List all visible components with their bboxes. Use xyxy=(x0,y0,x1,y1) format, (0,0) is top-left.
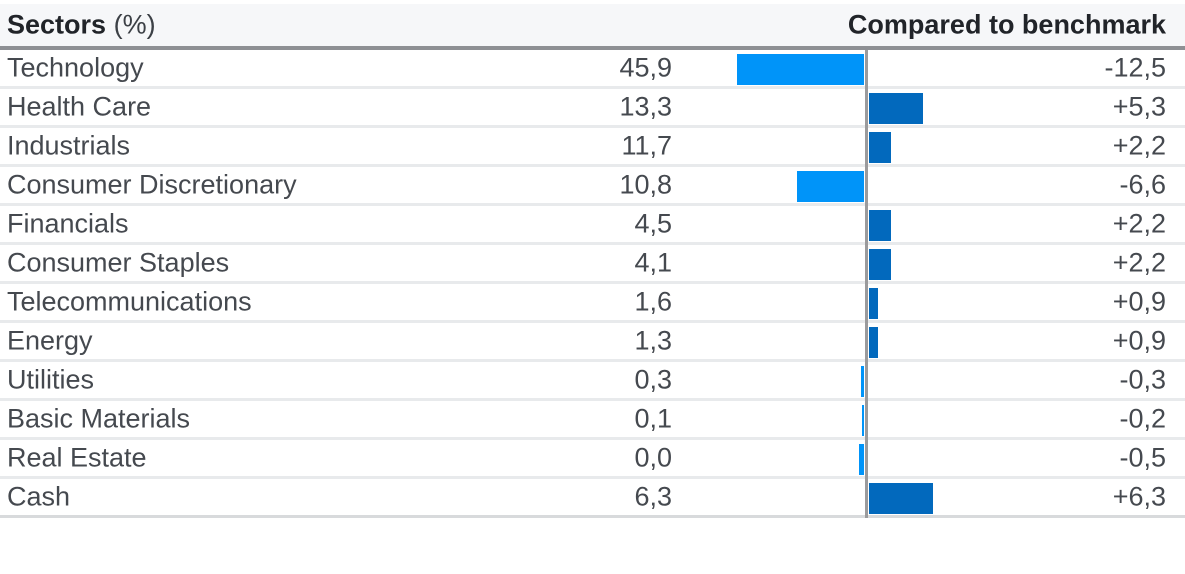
sector-weight-value: 6,3 xyxy=(634,481,672,512)
benchmark-diff-value: +2,2 xyxy=(1112,130,1166,161)
benchmark-header-label: Compared to benchmark xyxy=(847,9,1166,40)
sector-weight-value: 0,3 xyxy=(634,364,672,395)
benchmark-diff-bar xyxy=(736,54,864,85)
sector-name: Energy xyxy=(7,325,93,356)
benchmark-diff-bar xyxy=(869,327,879,358)
sector-weight-value: 45,9 xyxy=(619,52,672,83)
sector-weight-value: 1,3 xyxy=(634,325,672,356)
table-row: Consumer Discretionary 10,8 -6,6 xyxy=(0,167,1185,206)
sectors-header: Sectors (%) xyxy=(7,10,156,41)
table-row: Utilities 0,3 -0,3 xyxy=(0,362,1185,401)
benchmark-diff-value: -6,6 xyxy=(1119,169,1166,200)
benchmark-diff-bar xyxy=(796,171,864,202)
benchmark-diff-value: -0,5 xyxy=(1119,442,1166,473)
table-body: Technology 45,9 -12,5 Health Care 13,3 +… xyxy=(0,50,1185,518)
sector-name: Basic Materials xyxy=(7,403,191,434)
benchmark-diff-value: +6,3 xyxy=(1112,481,1166,512)
benchmark-diff-value: -0,2 xyxy=(1119,403,1166,434)
benchmark-diff-bar xyxy=(858,444,864,475)
benchmark-diff-value: +5,3 xyxy=(1112,91,1166,122)
table-row: Cash 6,3 +6,3 xyxy=(0,479,1185,518)
table-row: Telecommunications 1,6 +0,9 xyxy=(0,284,1185,323)
sector-name: Health Care xyxy=(7,91,152,122)
sector-weight-value: 4,1 xyxy=(634,247,672,278)
sector-weight-value: 4,5 xyxy=(634,208,672,239)
benchmark-diff-value: -12,5 xyxy=(1104,52,1166,83)
benchmark-diff-value: -0,3 xyxy=(1119,364,1166,395)
sector-weight-value: 1,6 xyxy=(634,286,672,317)
table-row: Industrials 11,7 +2,2 xyxy=(0,128,1185,167)
sector-weight-value: 0,0 xyxy=(634,442,672,473)
sector-name: Industrials xyxy=(7,130,131,161)
sector-weight-value: 10,8 xyxy=(619,169,672,200)
sector-name: Telecommunications xyxy=(7,286,252,317)
benchmark-diff-bar xyxy=(869,210,892,241)
sector-weight-value: 0,1 xyxy=(634,403,672,434)
sector-name: Real Estate xyxy=(7,442,147,473)
benchmark-diff-bar xyxy=(869,93,924,124)
sector-name: Financials xyxy=(7,208,129,239)
benchmark-diff-bar xyxy=(869,249,892,280)
table-row: Real Estate 0,0 -0,5 xyxy=(0,440,1185,479)
sector-name: Cash xyxy=(7,481,71,512)
benchmark-diff-bar xyxy=(860,366,864,397)
sectors-header-unit: (%) xyxy=(113,9,156,40)
table-row: Financials 4,5 +2,2 xyxy=(0,206,1185,245)
benchmark-diff-bar xyxy=(869,483,934,514)
table-row: Health Care 13,3 +5,3 xyxy=(0,89,1185,128)
sector-weight-value: 13,3 xyxy=(619,91,672,122)
benchmark-diff-bar xyxy=(869,288,879,319)
table-row: Basic Materials 0,1 -0,2 xyxy=(0,401,1185,440)
benchmark-diff-bar xyxy=(869,132,892,163)
table-row: Energy 1,3 +0,9 xyxy=(0,323,1185,362)
benchmark-diff-value: +0,9 xyxy=(1112,325,1166,356)
benchmark-diff-value: +2,2 xyxy=(1112,247,1166,278)
sector-name: Technology xyxy=(7,52,144,83)
benchmark-diff-value: +0,9 xyxy=(1112,286,1166,317)
benchmark-diff-bar xyxy=(861,405,864,436)
benchmark-zero-axis xyxy=(865,50,868,518)
table-row: Technology 45,9 -12,5 xyxy=(0,50,1185,89)
sectors-header-label: Sectors xyxy=(7,9,107,40)
benchmark-diff-value: +2,2 xyxy=(1112,208,1166,239)
table-header: Sectors (%) Compared to benchmark xyxy=(0,4,1185,50)
sector-name: Consumer Staples xyxy=(7,247,230,278)
table-row: Consumer Staples 4,1 +2,2 xyxy=(0,245,1185,284)
sector-name: Utilities xyxy=(7,364,95,395)
sector-weight-value: 11,7 xyxy=(621,130,672,161)
sector-name: Consumer Discretionary xyxy=(7,169,297,200)
